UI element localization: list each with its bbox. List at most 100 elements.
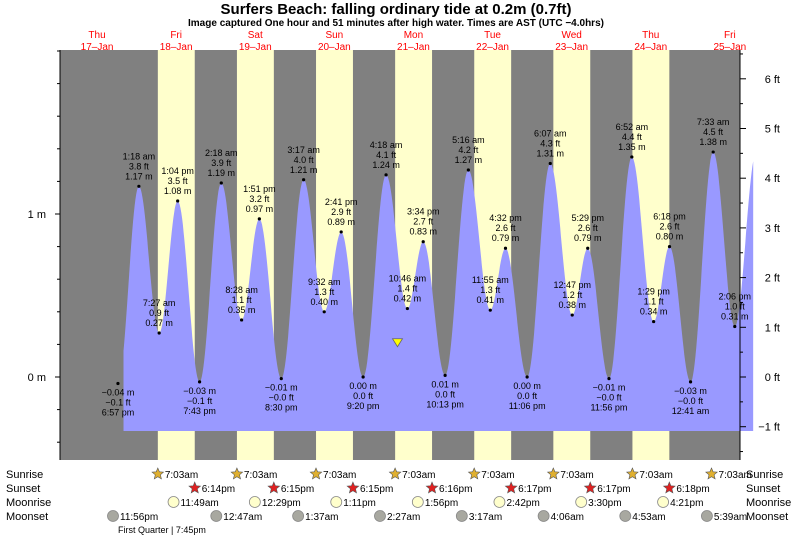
low-tide-height-m: 0.01 m bbox=[431, 379, 459, 389]
high-tide-point bbox=[586, 246, 590, 250]
tide-time: 2:06 pm bbox=[719, 291, 752, 301]
sunset-time: 6:17pm bbox=[518, 484, 551, 495]
sun-star-icon bbox=[230, 467, 244, 480]
sunrise-time: 7:03am bbox=[560, 470, 593, 481]
high-tide-point bbox=[503, 246, 508, 250]
right-axis-label: 1 ft bbox=[765, 322, 780, 334]
sun-star-icon bbox=[309, 467, 323, 480]
sun-star-icon bbox=[388, 467, 402, 480]
current-tide-marker bbox=[391, 338, 404, 348]
low-tide-point bbox=[240, 318, 244, 322]
moonrise-time: 11:49am bbox=[181, 498, 219, 509]
moonrise-time: 1:11pm bbox=[343, 498, 376, 509]
day-name: Tue bbox=[484, 30, 501, 41]
sun-star-icon bbox=[705, 467, 718, 480]
moonset-icon bbox=[374, 510, 386, 522]
day-date: 24–Jan bbox=[634, 42, 667, 53]
tide-height-m: 0.42 m bbox=[394, 294, 422, 304]
tide-height-ft: 4.4 ft bbox=[622, 132, 643, 142]
tide-time: 6:07 am bbox=[534, 128, 567, 138]
tide-height-m: 0.97 m bbox=[246, 204, 274, 214]
sunrise-time: 7:03am bbox=[639, 470, 672, 481]
sunrise-row-label-left: Sunrise bbox=[6, 469, 43, 481]
tide-time: 10:46 am bbox=[389, 274, 427, 284]
low-tide-point bbox=[607, 377, 611, 381]
low-tide-height-ft: −0.1 ft bbox=[105, 398, 131, 408]
moonrise-row-label-right: Moonrise bbox=[746, 497, 791, 509]
tide-height-m: 1.19 m bbox=[208, 168, 236, 178]
moonrise-icon bbox=[575, 496, 588, 508]
tide-height-m: 1.17 m bbox=[125, 171, 153, 181]
tide-height-ft: 4.1 ft bbox=[376, 150, 397, 160]
low-tide-height-m: −0.04 m bbox=[102, 388, 135, 398]
moon-phase-note: First Quarter | 7:45pm bbox=[118, 525, 206, 535]
tide-height-ft: 1.4 ft bbox=[397, 284, 418, 294]
moonset-icon bbox=[701, 510, 713, 522]
tide-height-m: 1.08 m bbox=[164, 186, 192, 196]
left-axis-label: 0 m bbox=[28, 372, 46, 384]
low-tide-height-m: −0.03 m bbox=[674, 386, 707, 396]
low-tide-point bbox=[279, 377, 283, 381]
left-axis-label: 1 m bbox=[28, 209, 46, 221]
moonrise-icon bbox=[330, 496, 343, 508]
tide-height-m: 1.38 m bbox=[699, 137, 727, 147]
high-tide-point bbox=[548, 161, 552, 166]
tide-height-ft: 4.2 ft bbox=[458, 145, 479, 155]
tide-height-ft: 3.2 ft bbox=[249, 194, 270, 204]
moonrise-time: 2:42pm bbox=[506, 498, 539, 509]
low-tide-point bbox=[405, 306, 409, 311]
moonrise-time: 1:56pm bbox=[425, 498, 458, 509]
sun-star-icon bbox=[583, 481, 597, 494]
low-tide-point bbox=[652, 319, 656, 324]
high-tide-point bbox=[421, 240, 425, 244]
tide-height-m: 1.35 m bbox=[618, 142, 646, 152]
moonset-time: 4:53am bbox=[632, 512, 665, 523]
tide-time: 1:29 pm bbox=[637, 287, 670, 297]
tide-height-m: 0.31 m bbox=[721, 311, 749, 321]
right-axis-label: 5 ft bbox=[765, 124, 780, 136]
moonset-icon bbox=[619, 510, 632, 522]
tide-height-m: 0.79 m bbox=[492, 233, 520, 243]
sunrise-row-label-right: Sunrise bbox=[746, 469, 783, 481]
high-tide-point bbox=[176, 199, 180, 203]
low-tide-time: 6:57 pm bbox=[102, 408, 135, 418]
moonset-time: 3:17am bbox=[469, 512, 502, 523]
right-axis-label: 2 ft bbox=[765, 273, 780, 285]
sunrise-time: 7:03am bbox=[402, 470, 435, 481]
sun-star-icon bbox=[546, 467, 560, 480]
chart-title: Surfers Beach: falling ordinary tide at … bbox=[221, 1, 572, 18]
tide-height-m: 0.41 m bbox=[477, 295, 505, 305]
tide-height-m: 0.34 m bbox=[640, 307, 668, 317]
low-tide-point bbox=[488, 308, 492, 312]
day-name: Fri bbox=[724, 30, 736, 41]
sunrise-time: 7:03am bbox=[719, 470, 752, 481]
sun-star-icon bbox=[504, 481, 518, 494]
sunset-time: 6:16pm bbox=[439, 484, 472, 495]
low-tide-point bbox=[525, 375, 529, 379]
sunset-time: 6:17pm bbox=[597, 484, 630, 495]
sun-star-icon bbox=[467, 467, 481, 480]
moonset-time: 5:39am bbox=[714, 512, 747, 523]
tide-height-ft: 1.0 ft bbox=[725, 301, 746, 311]
tide-height-m: 0.40 m bbox=[310, 297, 338, 307]
high-tide-point bbox=[137, 184, 141, 188]
low-tide-time: 9:20 pm bbox=[347, 401, 380, 411]
low-tide-point bbox=[157, 331, 161, 335]
tide-time: 1:18 am bbox=[123, 151, 156, 161]
tide-height-m: 1.24 m bbox=[372, 160, 400, 170]
tide-height-ft: 1.3 ft bbox=[480, 285, 501, 295]
high-tide-point bbox=[302, 178, 306, 182]
chart-subtitle: Image captured One hour and 51 minutes a… bbox=[188, 18, 604, 29]
low-tide-time: 10:13 pm bbox=[426, 399, 464, 409]
tide-height-ft: 2.6 ft bbox=[495, 223, 516, 233]
moonset-icon bbox=[292, 510, 305, 522]
low-tide-point bbox=[322, 310, 326, 314]
low-tide-point bbox=[688, 380, 693, 384]
tide-time: 4:32 pm bbox=[489, 213, 522, 223]
low-tide-point bbox=[443, 373, 447, 377]
sun-star-icon bbox=[425, 481, 439, 494]
moonset-row-label-left: Moonset bbox=[6, 511, 48, 523]
tide-time: 6:52 am bbox=[616, 122, 649, 132]
high-tide-point bbox=[466, 168, 470, 172]
tide-height-ft: 1.3 ft bbox=[314, 287, 335, 297]
